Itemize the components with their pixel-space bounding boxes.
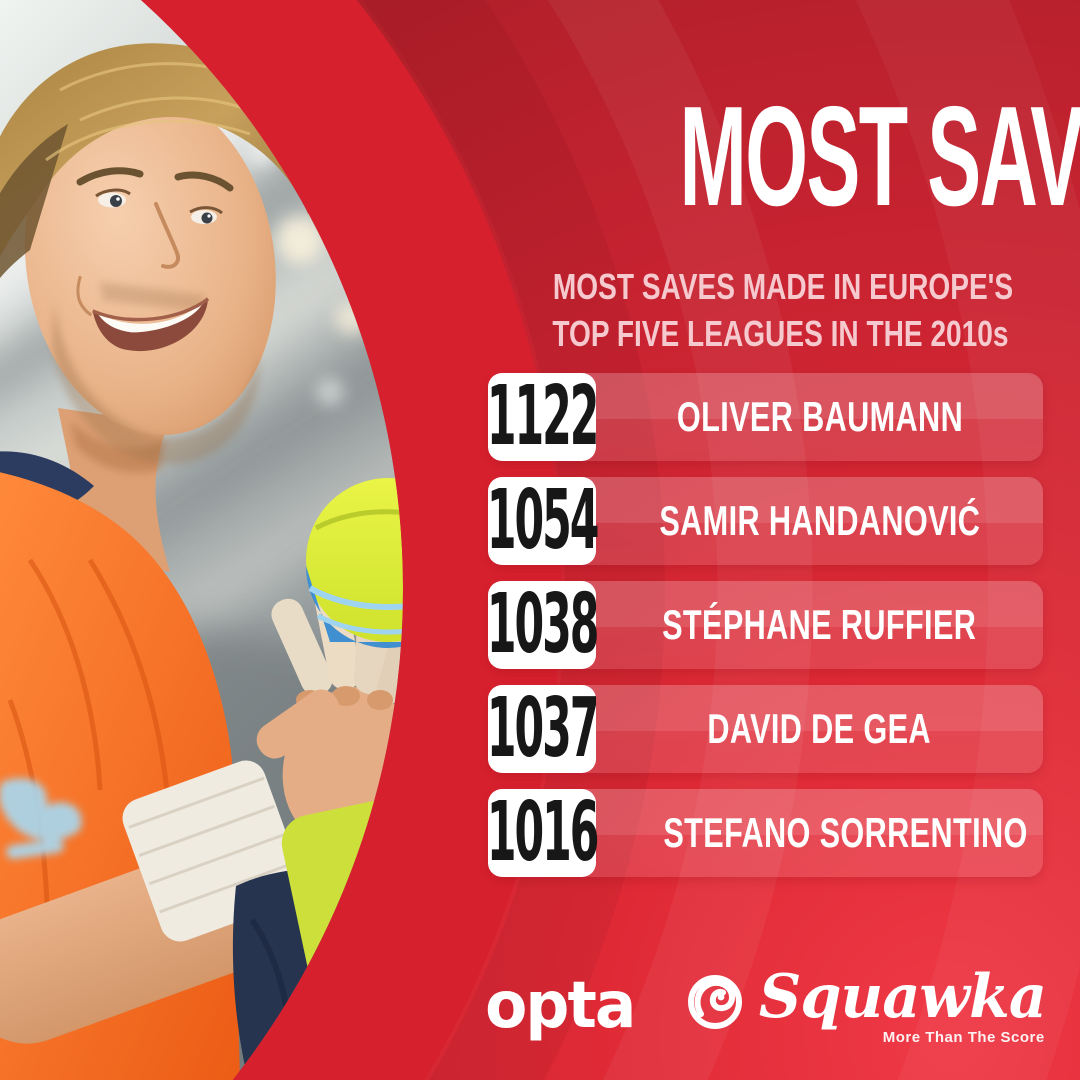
squawka-wordmark-stack: Squawka More Than The Score — [756, 967, 1049, 1046]
save-count: 1037 — [486, 681, 599, 776]
hair-side-shadow — [0, 124, 68, 296]
goalkeeper-photo-art — [0, 0, 403, 1080]
subtitle: MOST SAVES MADE IN EUROPE'S TOP FIVE LEA… — [488, 264, 1043, 358]
page-title-text: MOST SAVES — [679, 77, 1080, 236]
subtitle-line-2: TOP FIVE LEAGUES IN THE 2010s — [552, 312, 1009, 354]
brand-footer: opta Squawka More Than The Score — [485, 956, 1046, 1056]
kit-sponsor-mark — [0, 778, 82, 860]
player-name-bar: SAMIR HANDANOVIĆ — [596, 477, 1043, 565]
opta-logo: opta — [485, 969, 636, 1043]
save-count: 1038 — [486, 577, 599, 672]
squawka-tagline: More Than The Score — [882, 1028, 1045, 1046]
player-name: DAVID DE GEA — [707, 705, 932, 752]
navy-shirt — [232, 868, 403, 1080]
squawka-bird-swirl-icon — [687, 975, 742, 1029]
player-name-bar: STEFANO SORRENTINO — [596, 789, 1080, 877]
save-count: 1122 — [486, 369, 599, 464]
save-count-box: 1054 — [486, 473, 599, 568]
left-eyebrow — [76, 167, 144, 186]
save-count-box: 1038 — [486, 577, 599, 672]
player-name-bar: OLIVER BAUMANN — [596, 373, 1043, 461]
stubble-beard — [52, 300, 261, 465]
training-bib — [281, 800, 403, 1050]
subtitle-line-1: MOST SAVES MADE IN EUROPE'S — [552, 266, 1014, 307]
list-item: 1122 OLIVER BAUMANN — [486, 369, 1043, 464]
glove-ball — [306, 478, 403, 648]
save-count-box: 1037 — [486, 681, 599, 776]
player-name-bar: DAVID DE GEA — [596, 685, 1043, 773]
player-name: STEFANO SORRENTINO — [663, 809, 1028, 856]
player-name: STÉPHANE RUFFIER — [662, 601, 977, 648]
save-count: 1016 — [486, 785, 599, 880]
list-item: 1054 SAMIR HANDANOVIĆ — [486, 473, 1043, 568]
list-item: 1016 STEFANO SORRENTINO — [486, 785, 1043, 880]
content-column: MOST SAVES MOST SAVES MADE IN EUROPE'S T… — [485, 0, 1080, 1080]
list-item: 1037 DAVID DE GEA — [486, 681, 1043, 776]
player-name-bar: STÉPHANE RUFFIER — [596, 581, 1043, 669]
player-name: SAMIR HANDANOVIĆ — [659, 497, 980, 544]
page-title: MOST SAVES — [488, 86, 1080, 228]
saves-list: 1122 OLIVER BAUMANN 1054 SAMIR HANDANOVI… — [486, 369, 1043, 880]
squawka-wordmark: Squawka — [758, 961, 1047, 1032]
list-item: 1038 STÉPHANE RUFFIER — [486, 577, 1043, 672]
save-count: 1054 — [486, 473, 599, 568]
save-count-box: 1122 — [486, 369, 599, 464]
save-count-box: 1016 — [486, 785, 599, 880]
player-name: OLIVER BAUMANN — [676, 393, 963, 440]
squawka-logo: Squawka More Than The Score — [686, 967, 1049, 1046]
